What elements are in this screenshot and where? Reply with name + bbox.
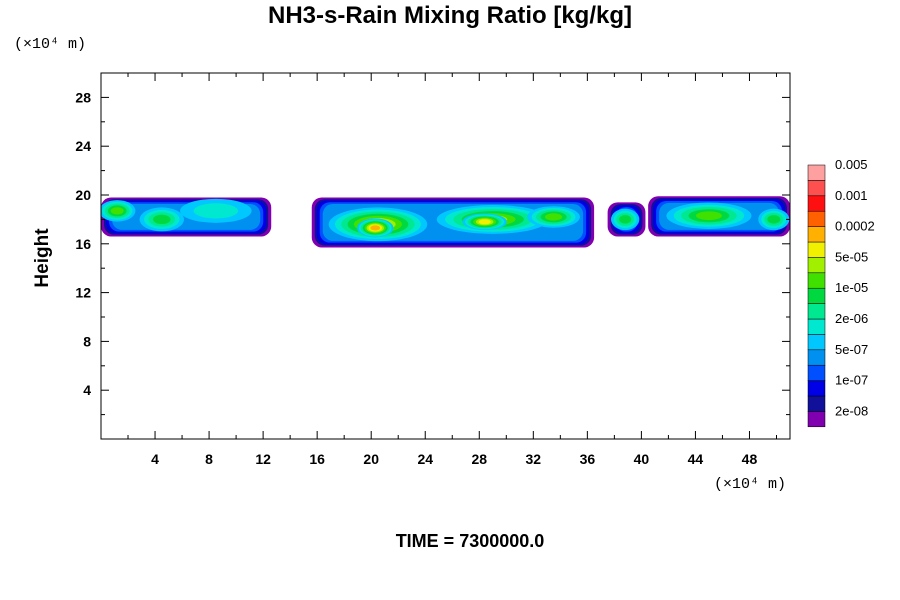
colorbar-swatch-10 <box>807 257 826 274</box>
colorbar-swatch-1 <box>807 395 826 412</box>
colorbar-swatch-8 <box>807 287 826 304</box>
x-tick-label: 40 <box>634 451 650 467</box>
colorbar-label: 2e-06 <box>835 311 868 326</box>
x-tick-label: 12 <box>255 451 271 467</box>
y-unit-label: (×10⁴ m) <box>14 36 86 53</box>
colorbar-swatch-12 <box>807 226 826 243</box>
y-axis-label: Height <box>32 228 53 288</box>
colorbar-label: 0.001 <box>835 188 868 203</box>
colorbar-label: 1e-07 <box>835 373 868 388</box>
cloud-core-9 <box>695 211 722 221</box>
plot-frame <box>100 72 791 440</box>
cloud-core-4 <box>370 225 381 231</box>
colorbar-swatch-7 <box>807 303 826 320</box>
colorbar-swatch-9 <box>807 272 826 289</box>
y-tick-label: 20 <box>75 187 91 203</box>
colorbar-label: 2e-08 <box>835 403 868 418</box>
chart-title: NH3-s-Rain Mixing Ratio [kg/kg] <box>267 2 633 29</box>
time-footer: TIME = 7300000.0 <box>395 531 545 551</box>
colorbar-label: 5e-05 <box>835 249 868 264</box>
colorbar-swatch-0 <box>807 411 826 428</box>
y-tick-label: 28 <box>75 89 91 105</box>
field-layer <box>101 196 790 248</box>
x-tick-label: 8 <box>205 451 213 467</box>
colorbar-swatch-5 <box>807 334 826 351</box>
y-tick-label: 24 <box>75 138 91 154</box>
x-unit-label: (×10⁴ m) <box>714 476 786 493</box>
colorbar-swatch-2 <box>807 380 826 397</box>
colorbar-swatch-4 <box>807 349 826 366</box>
cloud-core-2 <box>193 203 239 219</box>
colorbar-swatch-16 <box>807 164 826 181</box>
x-tick-label: 48 <box>742 451 758 467</box>
cloud-core-8 <box>619 215 632 224</box>
cloud-core-10 <box>767 215 781 224</box>
colorbar-label: 0.005 <box>835 157 868 172</box>
colorbar-swatch-6 <box>807 318 826 335</box>
colorbar-label: 5e-07 <box>835 342 868 357</box>
cloud-core-6 <box>478 219 491 225</box>
colorbar-swatch-15 <box>807 180 826 197</box>
cloud-core-1 <box>153 214 171 225</box>
x-tick-label: 28 <box>471 451 487 467</box>
x-tick-label: 36 <box>580 451 596 467</box>
y-tick-label: 16 <box>75 236 91 252</box>
x-tick-label: 20 <box>363 451 379 467</box>
x-tick-label: 4 <box>151 451 159 467</box>
colorbar-label: 1e-05 <box>835 280 868 295</box>
x-tick-label: 24 <box>417 451 433 467</box>
colorbar-swatch-14 <box>807 195 826 212</box>
y-tick-label: 8 <box>83 333 91 349</box>
cloud-core-0 <box>110 207 124 215</box>
x-tick-label: 16 <box>309 451 325 467</box>
colorbar-swatch-13 <box>807 210 826 227</box>
colorbar: 2e-08 1e-07 5e-07 2e-06 1e-05 5e-05 0.0002 0.00… <box>807 157 875 428</box>
cloud-core-7 <box>544 213 563 221</box>
y-tick-label: 12 <box>75 285 91 301</box>
x-tick-label: 44 <box>688 451 704 467</box>
colorbar-swatch-3 <box>807 364 826 381</box>
y-tick-label: 4 <box>83 382 91 398</box>
colorbar-swatch-11 <box>807 241 826 258</box>
colorbar-label: 0.0002 <box>835 219 875 234</box>
x-tick-label: 32 <box>526 451 542 467</box>
